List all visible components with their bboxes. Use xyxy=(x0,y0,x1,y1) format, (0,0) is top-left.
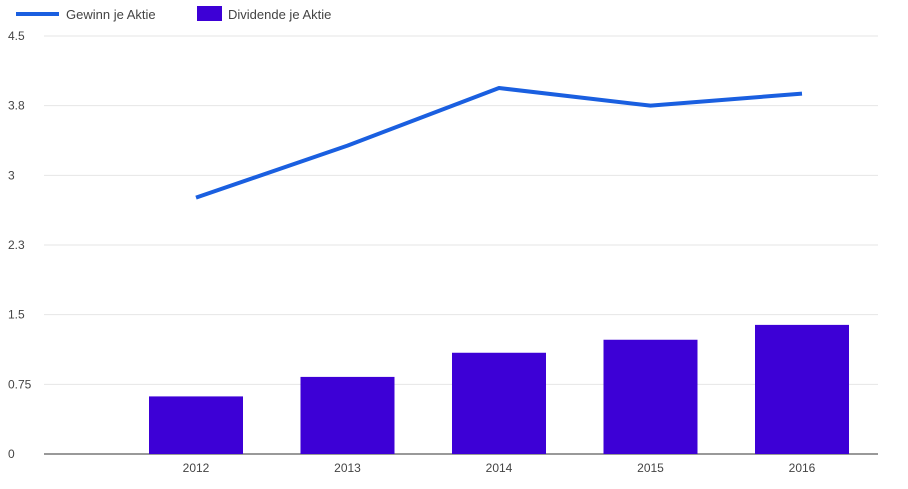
y-tick-label: 1.5 xyxy=(8,308,25,322)
y-tick-label: 2.3 xyxy=(8,238,25,252)
x-tick-label: 2016 xyxy=(789,461,816,475)
dividend-bar[interactable] xyxy=(149,396,243,454)
x-tick-label: 2013 xyxy=(334,461,361,475)
y-tick-label: 0 xyxy=(8,447,15,461)
x-axis-tick-labels: 2012 2013 2014 2015 2016 xyxy=(183,461,816,475)
y-tick-label: 0.75 xyxy=(8,377,32,391)
dividend-bar[interactable] xyxy=(755,324,849,454)
legend-bar-swatch xyxy=(197,6,222,21)
gridlines xyxy=(44,35,878,455)
dividend-bar[interactable] xyxy=(452,352,546,454)
y-tick-label: 4.5 xyxy=(8,29,25,43)
profit-line xyxy=(195,86,803,200)
x-tick-label: 2012 xyxy=(183,461,210,475)
legend-item-dividend[interactable]: Dividende je Aktie xyxy=(197,6,331,22)
legend: Gewinn je Aktie Dividende je Aktie xyxy=(16,6,331,22)
dividend-bars xyxy=(149,324,849,454)
legend-label-profit: Gewinn je Aktie xyxy=(66,7,156,22)
x-tick-label: 2014 xyxy=(486,461,513,475)
legend-item-profit[interactable]: Gewinn je Aktie xyxy=(16,7,156,22)
profit-series-line[interactable] xyxy=(195,86,803,200)
legend-label-dividend: Dividende je Aktie xyxy=(228,7,331,22)
legend-line-swatch xyxy=(16,12,59,16)
y-tick-label: 3 xyxy=(8,168,15,182)
x-tick-label: 2015 xyxy=(637,461,664,475)
dividend-bar[interactable] xyxy=(300,376,395,454)
y-axis-tick-labels: 0 0.75 1.5 2.3 3 3.8 4.5 xyxy=(8,29,32,461)
y-tick-label: 3.8 xyxy=(8,99,25,113)
dividend-bar[interactable] xyxy=(603,339,698,454)
